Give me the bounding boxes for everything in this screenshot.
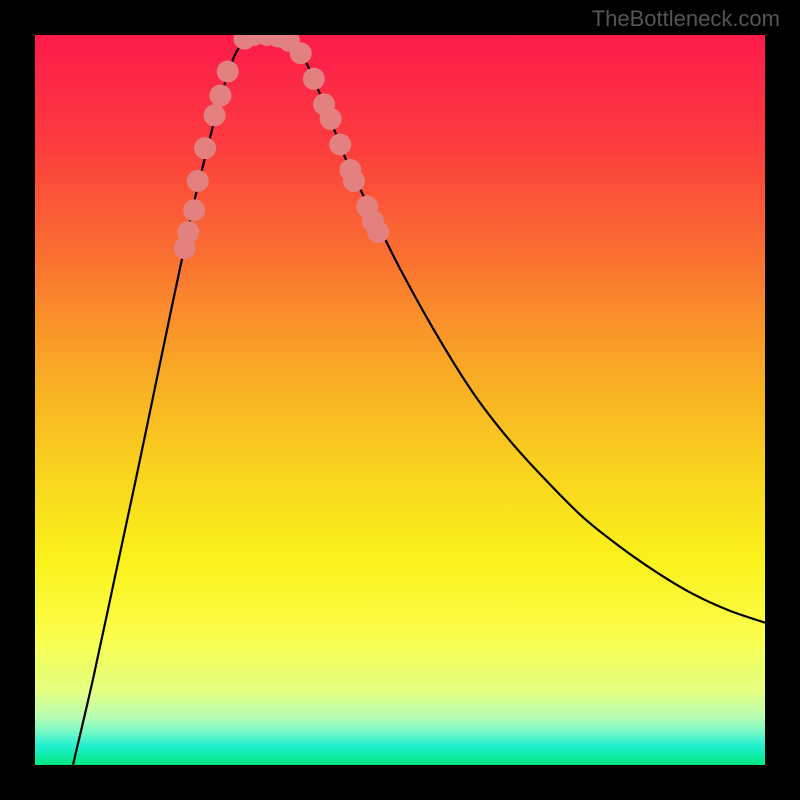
data-marker xyxy=(217,61,239,83)
data-marker xyxy=(320,108,342,130)
data-marker xyxy=(367,221,389,243)
data-marker xyxy=(177,221,199,243)
data-marker xyxy=(290,42,312,64)
data-marker xyxy=(209,85,231,107)
data-marker xyxy=(194,137,216,159)
chart-frame: TheBottleneck.com xyxy=(0,0,800,800)
data-marker xyxy=(187,170,209,192)
data-marker xyxy=(343,170,365,192)
data-marker xyxy=(183,199,205,221)
data-marker xyxy=(204,104,226,126)
data-marker xyxy=(329,134,351,156)
watermark-text: TheBottleneck.com xyxy=(592,6,780,32)
marker-group xyxy=(174,35,389,259)
data-marker xyxy=(303,68,325,90)
bottleneck-curve xyxy=(73,35,765,765)
bottleneck-curve-layer xyxy=(35,35,765,765)
plot-area xyxy=(35,35,765,765)
